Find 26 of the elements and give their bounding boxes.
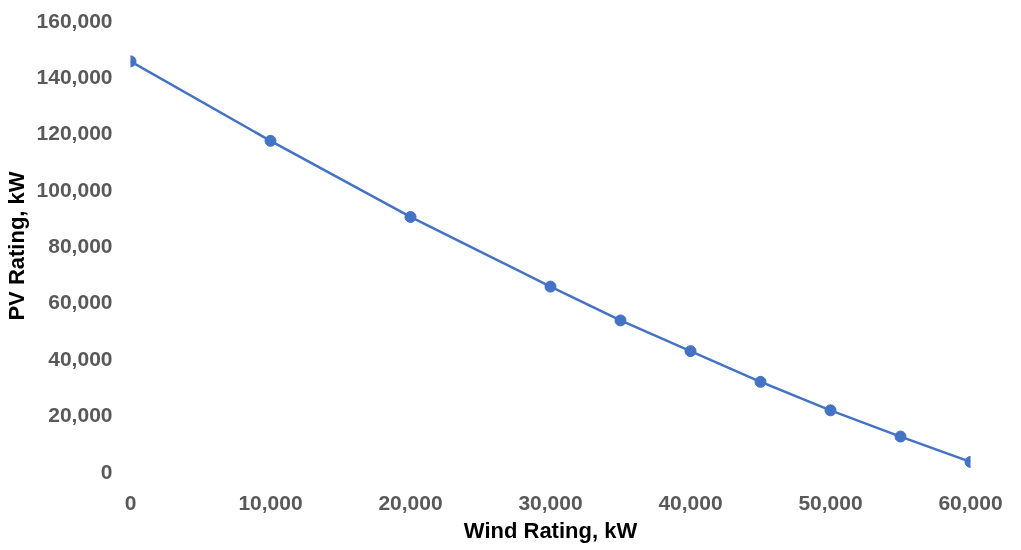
x-tick-label: 10,000: [238, 490, 303, 514]
y-tick-label: 160,000: [36, 8, 113, 32]
point: [824, 404, 837, 417]
y-tick-label: 100,000: [36, 177, 113, 201]
y-tick-label: 0: [100, 459, 113, 483]
x-tick-label: 0: [124, 490, 137, 514]
point: [684, 345, 697, 358]
point: [544, 280, 557, 293]
y-tick-label: 20,000: [48, 403, 113, 427]
point: [894, 430, 907, 443]
point: [404, 210, 417, 223]
x-tick-label: 50,000: [798, 490, 863, 514]
y-tick-label: 60,000: [48, 290, 113, 314]
x-tick-label: 20,000: [378, 490, 443, 514]
y-tick-label: 80,000: [48, 234, 113, 257]
point: [614, 314, 627, 327]
point: [754, 375, 767, 388]
y-axis-title: PV Rating, kW: [3, 171, 29, 321]
point: [264, 134, 277, 147]
y-tick-label: 140,000: [36, 64, 113, 88]
x-tick-label: 30,000: [518, 490, 583, 514]
y-tick-label: 40,000: [48, 346, 113, 370]
x-tick-label: 60,000: [938, 490, 1003, 514]
x-axis-title: Wind Rating, kW: [463, 517, 638, 543]
y-tick-label: 120,000: [36, 121, 113, 145]
x-tick-label: 40,000: [658, 490, 723, 514]
